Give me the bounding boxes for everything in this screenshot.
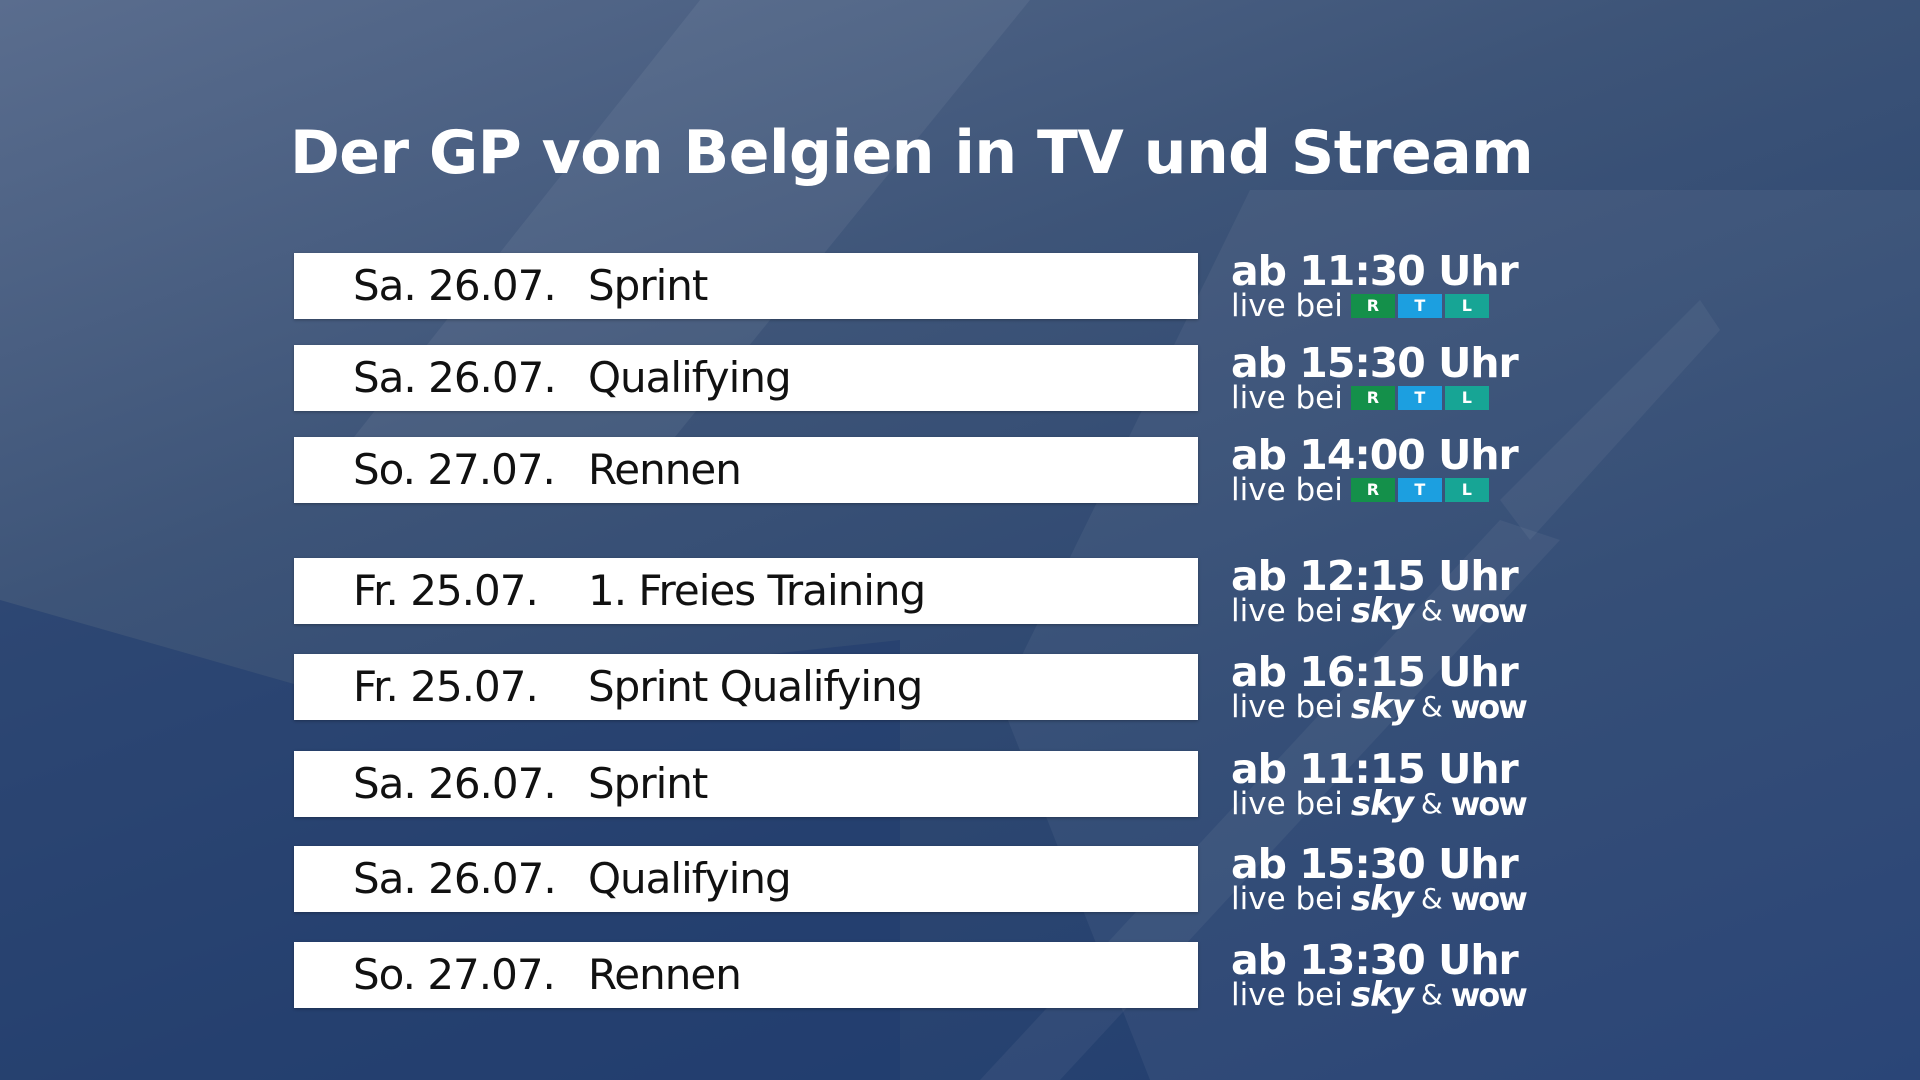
- rtl-letter: R: [1350, 386, 1395, 410]
- logo-text: sky: [1350, 784, 1414, 824]
- date: Fr. 25.07.: [353, 662, 539, 711]
- start-time: ab 14:00 Uhr: [1231, 431, 1519, 479]
- rtl-letter: T: [1397, 294, 1442, 318]
- start-time: ab 11:15 Uhr: [1231, 745, 1519, 793]
- date: Sa. 26.07.: [353, 759, 557, 808]
- start-time: ab 15:30 Uhr: [1231, 339, 1519, 387]
- logo-text: &: [1420, 690, 1443, 723]
- rtl-letter: T: [1397, 386, 1442, 410]
- bg-shape: [1000, 190, 1920, 1080]
- session: Rennen: [588, 445, 742, 494]
- broadcaster-logo: sky & wow: [1350, 784, 1528, 824]
- logo-text: wow: [1450, 785, 1528, 823]
- date: Fr. 25.07.: [353, 566, 539, 615]
- broadcaster-line: live bei sky & wow: [1231, 591, 1528, 631]
- date: Sa. 26.07.: [353, 261, 557, 310]
- session: Qualifying: [588, 854, 792, 903]
- logo-text: sky: [1350, 687, 1414, 727]
- logo-text: sky: [1350, 879, 1414, 919]
- schedule-row: Fr. 25.07. Sprint Qualifying: [294, 654, 1198, 720]
- date: Sa. 26.07.: [353, 353, 557, 402]
- broadcaster-logo: sky & wow: [1350, 591, 1528, 631]
- broadcaster-line: live bei R T L: [1231, 381, 1492, 415]
- session: Qualifying: [588, 353, 792, 402]
- broadcaster-line: live bei R T L: [1231, 473, 1492, 507]
- broadcaster-line: live bei sky & wow: [1231, 879, 1528, 919]
- broadcaster-line: live bei R T L: [1231, 289, 1492, 323]
- logo-text: sky: [1350, 975, 1414, 1015]
- logo-text: wow: [1450, 880, 1528, 918]
- title: Der GP von Belgien in TV und Stream: [290, 118, 1534, 188]
- live-label: live bei: [1231, 689, 1343, 725]
- live-label: live bei: [1231, 380, 1343, 416]
- broadcaster-logo: sky & wow: [1350, 879, 1528, 919]
- session: Sprint: [588, 261, 708, 310]
- logo-text: &: [1420, 594, 1443, 627]
- start-time: ab 11:30 Uhr: [1231, 247, 1519, 295]
- start-time: ab 12:15 Uhr: [1231, 552, 1519, 600]
- schedule-row: Sa. 26.07. Sprint: [294, 253, 1198, 319]
- bg-stripe: [980, 520, 1560, 1080]
- session: 1. Freies Training: [588, 566, 926, 615]
- logo-text: &: [1420, 978, 1443, 1011]
- session: Rennen: [588, 950, 742, 999]
- start-time: ab 15:30 Uhr: [1231, 840, 1519, 888]
- broadcaster-line: live bei sky & wow: [1231, 687, 1528, 727]
- session: Sprint Qualifying: [588, 662, 923, 711]
- rtl-letter: R: [1350, 294, 1395, 318]
- schedule-row: So. 27.07. Rennen: [294, 437, 1198, 503]
- schedule-row: Fr. 25.07. 1. Freies Training: [294, 558, 1198, 624]
- rtl-letter: T: [1397, 478, 1442, 502]
- broadcaster-logo: sky & wow: [1350, 687, 1528, 727]
- logo-text: &: [1420, 787, 1443, 820]
- date: So. 27.07.: [353, 445, 556, 494]
- date: So. 27.07.: [353, 950, 556, 999]
- schedule-row: Sa. 26.07. Sprint: [294, 751, 1198, 817]
- live-label: live bei: [1231, 977, 1343, 1013]
- logo-text: &: [1420, 882, 1443, 915]
- live-label: live bei: [1231, 472, 1343, 508]
- broadcaster-line: live bei sky & wow: [1231, 784, 1528, 824]
- date: Sa. 26.07.: [353, 854, 557, 903]
- rtl-letter: R: [1350, 478, 1395, 502]
- broadcaster-logo: sky & wow: [1350, 975, 1528, 1015]
- start-time: ab 13:30 Uhr: [1231, 936, 1519, 984]
- schedule-row: Sa. 26.07. Qualifying: [294, 345, 1198, 411]
- live-label: live bei: [1231, 593, 1343, 629]
- live-label: live bei: [1231, 288, 1343, 324]
- logo-text: wow: [1450, 688, 1528, 726]
- start-time: ab 16:15 Uhr: [1231, 648, 1519, 696]
- schedule-row: So. 27.07. Rennen: [294, 942, 1198, 1008]
- broadcaster-line: live bei sky & wow: [1231, 975, 1528, 1015]
- session: Sprint: [588, 759, 708, 808]
- logo-text: wow: [1450, 976, 1528, 1014]
- live-label: live bei: [1231, 786, 1343, 822]
- schedule-row: Sa. 26.07. Qualifying: [294, 846, 1198, 912]
- rtl-letter: L: [1444, 294, 1489, 318]
- logo-text: sky: [1350, 591, 1414, 631]
- rtl-letter: L: [1444, 386, 1489, 410]
- bg-stripe: [1500, 300, 1720, 540]
- logo-text: wow: [1450, 592, 1528, 630]
- rtl-letter: L: [1444, 478, 1489, 502]
- live-label: live bei: [1231, 881, 1343, 917]
